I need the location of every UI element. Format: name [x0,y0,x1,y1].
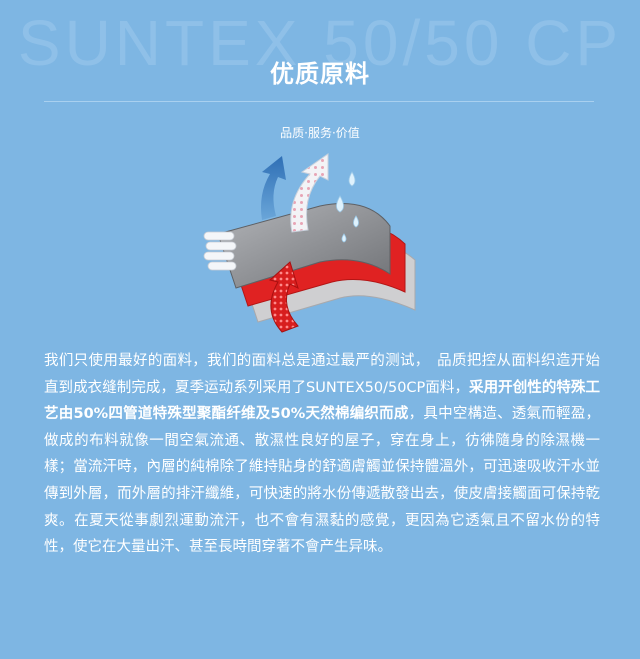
paragraph-bold: 采用开创性的特殊工艺由50%四管道特殊型聚酯纤维及50%天然棉编织而成 [44,379,600,423]
title-divider [44,101,594,102]
fabric-layers-illustration [203,153,416,333]
watermark-text: SUNTEX 50/50 CP [17,7,623,79]
red-moisture-arrow-icon [268,261,299,333]
blue-moisture-arrow-icon [261,156,286,220]
page-subtitle: 品质·服务·价值 [280,126,360,140]
paragraph-part-2: ，具中空構造、透氣而輕盈，做成的布料就像一間空氣流通、散濕性良好的屋子，穿在身上… [44,406,600,556]
page-title: 优质原料 [270,60,370,88]
fabric-fiber-strip [203,231,237,271]
water-drop-icon [336,171,359,243]
body-paragraph: 我们只使用最好的面料，我们的面料总是通过最严的测试， 品质把控从面料织造开始直到… [44,348,600,561]
paragraph-part-1: 我们只使用最好的面料，我们的面料总是通过最严的测试， 品质把控从面料织造开始直到… [44,353,600,396]
white-moisture-arrow-icon [290,153,329,233]
